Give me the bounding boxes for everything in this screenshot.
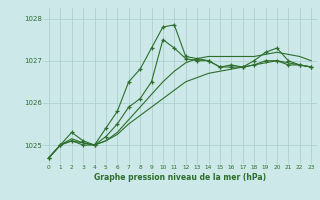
X-axis label: Graphe pression niveau de la mer (hPa): Graphe pression niveau de la mer (hPa) [94, 173, 266, 182]
